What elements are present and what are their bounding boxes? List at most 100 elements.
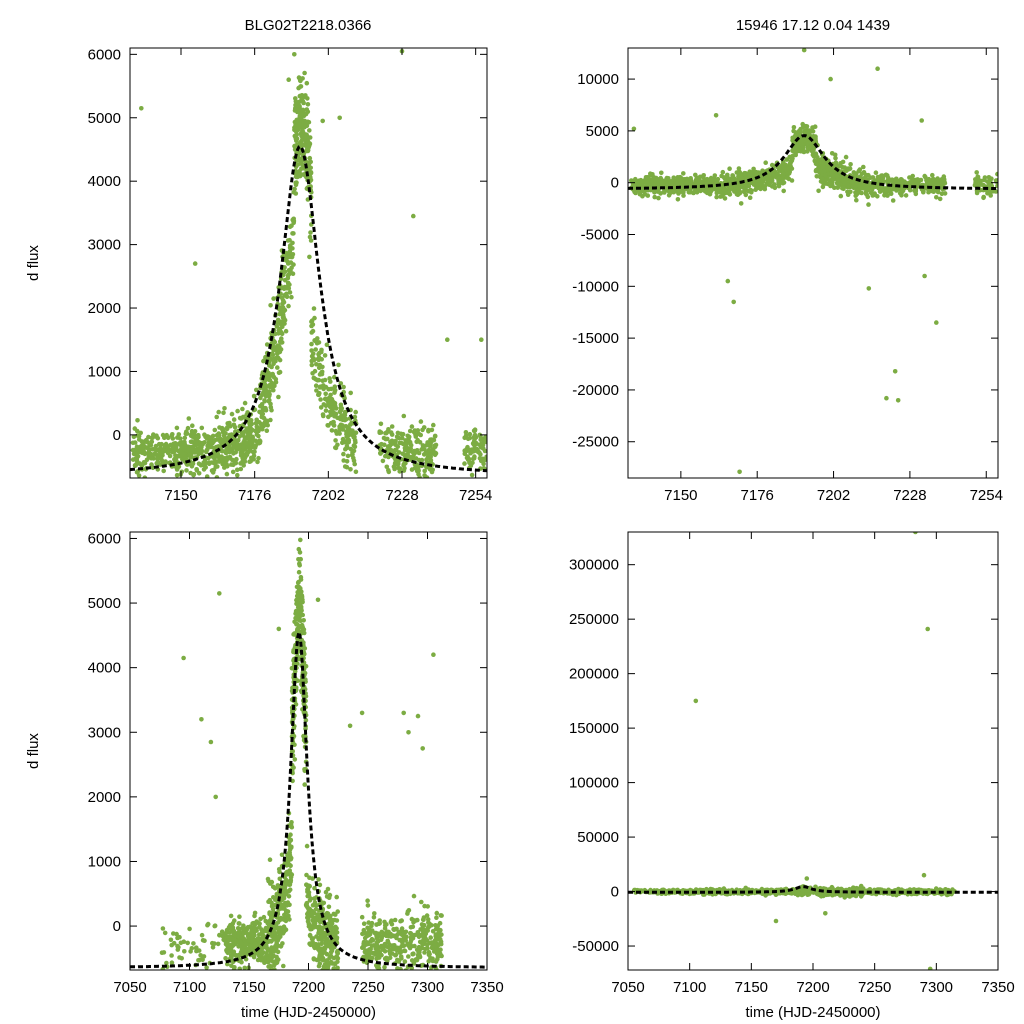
data-point — [284, 294, 290, 300]
data-point — [175, 435, 180, 440]
data-point — [202, 938, 207, 943]
data-point — [335, 976, 340, 981]
data-point — [235, 472, 240, 478]
data-point — [868, 190, 874, 196]
data-point — [411, 893, 417, 899]
data-point — [385, 944, 391, 950]
x-tick-label: 7228 — [893, 487, 926, 504]
data-point — [381, 946, 386, 951]
data-point — [257, 921, 262, 926]
data-point — [377, 918, 383, 923]
data-point — [402, 448, 408, 453]
data-point — [182, 949, 187, 954]
data-point — [776, 175, 782, 181]
data-point — [688, 187, 693, 193]
data-point — [331, 410, 336, 415]
data-point — [332, 973, 337, 978]
data-point — [417, 440, 423, 445]
data-point — [178, 940, 184, 946]
data-point — [246, 938, 252, 943]
data-point — [293, 191, 299, 196]
data-point — [366, 920, 372, 925]
data-point — [379, 935, 385, 941]
data-point — [253, 387, 259, 393]
outlier-point — [213, 794, 218, 800]
data-point — [380, 458, 386, 464]
x-tick-label: 7250 — [351, 979, 384, 996]
data-point — [809, 148, 815, 154]
data-point — [777, 166, 783, 172]
data-point — [400, 431, 406, 437]
data-point — [483, 439, 487, 445]
data-point — [344, 431, 349, 437]
data-point — [204, 474, 210, 478]
data-point — [173, 446, 179, 452]
data-point — [305, 914, 311, 920]
data-point — [249, 427, 255, 433]
data-point — [399, 926, 405, 931]
data-point — [388, 430, 394, 435]
data-point — [267, 993, 272, 998]
data-point — [203, 434, 208, 440]
data-point — [279, 331, 285, 337]
data-point — [213, 484, 218, 489]
data-point — [704, 188, 709, 194]
data-point — [903, 193, 909, 198]
data-point — [222, 406, 227, 411]
data-point — [714, 194, 719, 200]
data-point — [816, 168, 821, 173]
outlier-point — [725, 278, 731, 284]
data-point — [385, 939, 391, 945]
data-point — [183, 431, 189, 437]
data-point — [311, 351, 316, 357]
data-point — [309, 910, 315, 915]
data-point — [220, 437, 226, 443]
data-point — [467, 431, 473, 437]
data-point — [757, 181, 763, 186]
data-point — [260, 972, 265, 977]
title-left: BLG02T2218.0366 — [245, 17, 372, 34]
data-point — [892, 180, 897, 186]
data-point — [391, 464, 397, 469]
data-point — [286, 894, 292, 899]
data-point — [395, 465, 401, 471]
data-point — [265, 980, 270, 985]
data-point — [281, 963, 286, 969]
y-tick-label: 0 — [611, 175, 619, 192]
data-point — [247, 943, 253, 949]
data-point — [382, 941, 388, 947]
data-point — [436, 931, 442, 937]
data-point — [142, 460, 148, 466]
data-point — [462, 461, 467, 466]
data-point — [769, 176, 775, 182]
data-point — [674, 180, 680, 186]
data-point — [742, 171, 748, 176]
data-point — [323, 889, 329, 895]
data-point — [241, 444, 246, 450]
data-point — [329, 947, 335, 952]
data-point — [139, 444, 144, 449]
data-point — [324, 397, 329, 402]
data-point — [663, 178, 668, 183]
data-point — [292, 631, 297, 636]
data-point — [335, 965, 340, 970]
data-point — [816, 188, 821, 194]
data-point — [270, 385, 275, 391]
data-point — [174, 425, 180, 431]
data-point — [301, 618, 307, 623]
data-point — [974, 170, 979, 175]
data-point — [853, 193, 858, 198]
data-point — [271, 953, 277, 959]
data-point — [137, 461, 142, 466]
data-point — [249, 929, 254, 934]
data-point — [194, 948, 199, 954]
data-point — [425, 917, 431, 922]
data-point — [309, 362, 315, 368]
data-point — [331, 966, 336, 970]
data-point — [268, 401, 273, 407]
data-point — [277, 349, 283, 355]
data-point — [361, 944, 367, 949]
data-point — [247, 446, 253, 452]
data-point — [661, 189, 666, 195]
data-point — [434, 967, 439, 970]
